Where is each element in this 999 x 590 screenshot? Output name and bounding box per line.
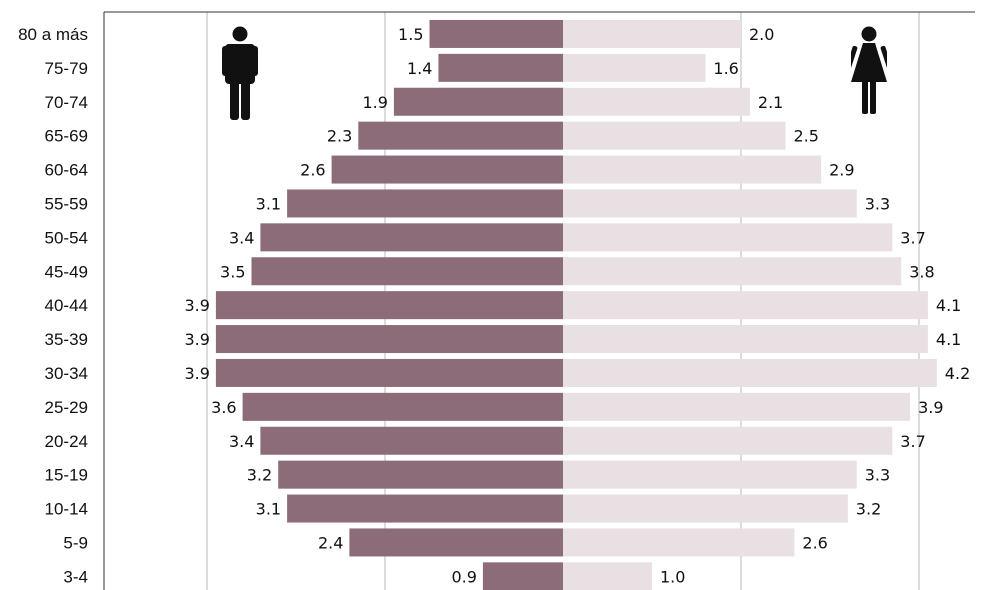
bar-male: [438, 53, 563, 82]
value-label-female: 2.6: [802, 533, 827, 552]
bar-female: [563, 426, 893, 455]
value-label-female: 3.2: [856, 500, 881, 519]
category-label: 70-74: [45, 93, 88, 112]
value-label-male: 2.4: [318, 533, 343, 552]
value-label-male: 3.1: [256, 500, 281, 519]
bar-female: [563, 121, 786, 150]
value-label-male: 3.1: [256, 194, 281, 213]
bar-male: [287, 189, 563, 218]
category-label: 3-4: [63, 567, 88, 586]
value-label-female: 3.3: [865, 466, 890, 485]
value-label-male: 1.5: [398, 25, 423, 44]
category-label: 35-39: [45, 330, 88, 349]
bar-male: [260, 426, 563, 455]
category-label: 55-59: [45, 194, 88, 213]
value-labels: 1.5 2.01.4 1.61.9 2.12.3 2.52.6 2.93.1 3.33.4 3…: [184, 25, 970, 586]
bar-female: [563, 53, 706, 82]
bar-male: [429, 19, 563, 48]
bar-female: [563, 155, 822, 184]
value-label-female: 1.6: [713, 59, 738, 78]
category-label: 5-9: [63, 533, 88, 552]
value-label-female: 2.5: [794, 127, 819, 146]
bar-female: [563, 358, 937, 387]
category-label: 15-19: [45, 466, 88, 485]
value-label-female: 4.2: [945, 364, 970, 383]
category-label: 25-29: [45, 398, 88, 417]
category-label: 75-79: [45, 59, 88, 78]
bar-female: [563, 87, 750, 116]
bar-female: [563, 325, 928, 354]
value-label-female: 4.1: [936, 330, 961, 349]
bar-female: [563, 223, 893, 252]
bar-male: [393, 87, 563, 116]
value-label-male: 1.9: [362, 93, 387, 112]
female-icon: [845, 26, 893, 121]
bar-male: [215, 325, 563, 354]
value-label-male: 3.9: [184, 330, 209, 349]
value-label-male: 2.6: [300, 161, 325, 180]
bar-male: [251, 257, 563, 286]
bar-female: [563, 19, 741, 48]
bar-male: [349, 528, 563, 557]
bar-female: [563, 562, 652, 590]
category-label: 30-34: [45, 364, 88, 383]
value-label-male: 1.4: [407, 59, 432, 78]
bar-male: [215, 291, 563, 320]
value-label-male: 3.2: [247, 466, 272, 485]
value-label-male: 0.9: [451, 567, 476, 586]
bar-female: [563, 392, 911, 421]
bar-male: [242, 392, 563, 421]
value-label-female: 3.9: [918, 398, 943, 417]
bar-female: [563, 528, 795, 557]
category-labels: 80 a más 75-79 70-74 65-69 60-64 55-59 50-54 45…: [18, 25, 88, 586]
category-label: 10-14: [45, 500, 88, 519]
bars-group: [215, 19, 937, 590]
value-label-male: 2.3: [327, 127, 352, 146]
category-label: 65-69: [45, 127, 88, 146]
value-label-female: 4.1: [936, 296, 961, 315]
category-label: 60-64: [45, 161, 88, 180]
value-label-female: 2.1: [758, 93, 783, 112]
bar-female: [563, 257, 902, 286]
value-label-male: 3.6: [211, 398, 236, 417]
category-label: 50-54: [45, 228, 88, 247]
bar-female: [563, 189, 857, 218]
value-label-male: 3.4: [229, 432, 254, 451]
category-label: 45-49: [45, 262, 88, 281]
value-label-female: 2.0: [749, 25, 774, 44]
value-label-male: 3.9: [184, 364, 209, 383]
value-label-male: 3.4: [229, 228, 254, 247]
bar-female: [563, 291, 928, 320]
bar-male: [358, 121, 563, 150]
value-label-male: 3.5: [220, 262, 245, 281]
bar-male: [482, 562, 563, 590]
value-label-male: 3.9: [184, 296, 209, 315]
bar-male: [331, 155, 563, 184]
value-label-female: 2.9: [829, 161, 854, 180]
bar-male: [287, 494, 563, 523]
value-label-female: 3.3: [865, 194, 890, 213]
value-label-female: 3.7: [900, 432, 925, 451]
value-label-female: 3.7: [900, 228, 925, 247]
male-icon: [222, 26, 258, 127]
bar-female: [563, 460, 857, 489]
bar-male: [215, 358, 563, 387]
category-label: 40-44: [45, 296, 88, 315]
value-label-female: 3.8: [909, 262, 934, 281]
bar-male: [260, 223, 563, 252]
value-label-female: 1.0: [660, 567, 685, 586]
bar-male: [278, 460, 563, 489]
bar-female: [563, 494, 848, 523]
category-label: 20-24: [45, 432, 88, 451]
category-label: 80 a más: [18, 25, 88, 44]
